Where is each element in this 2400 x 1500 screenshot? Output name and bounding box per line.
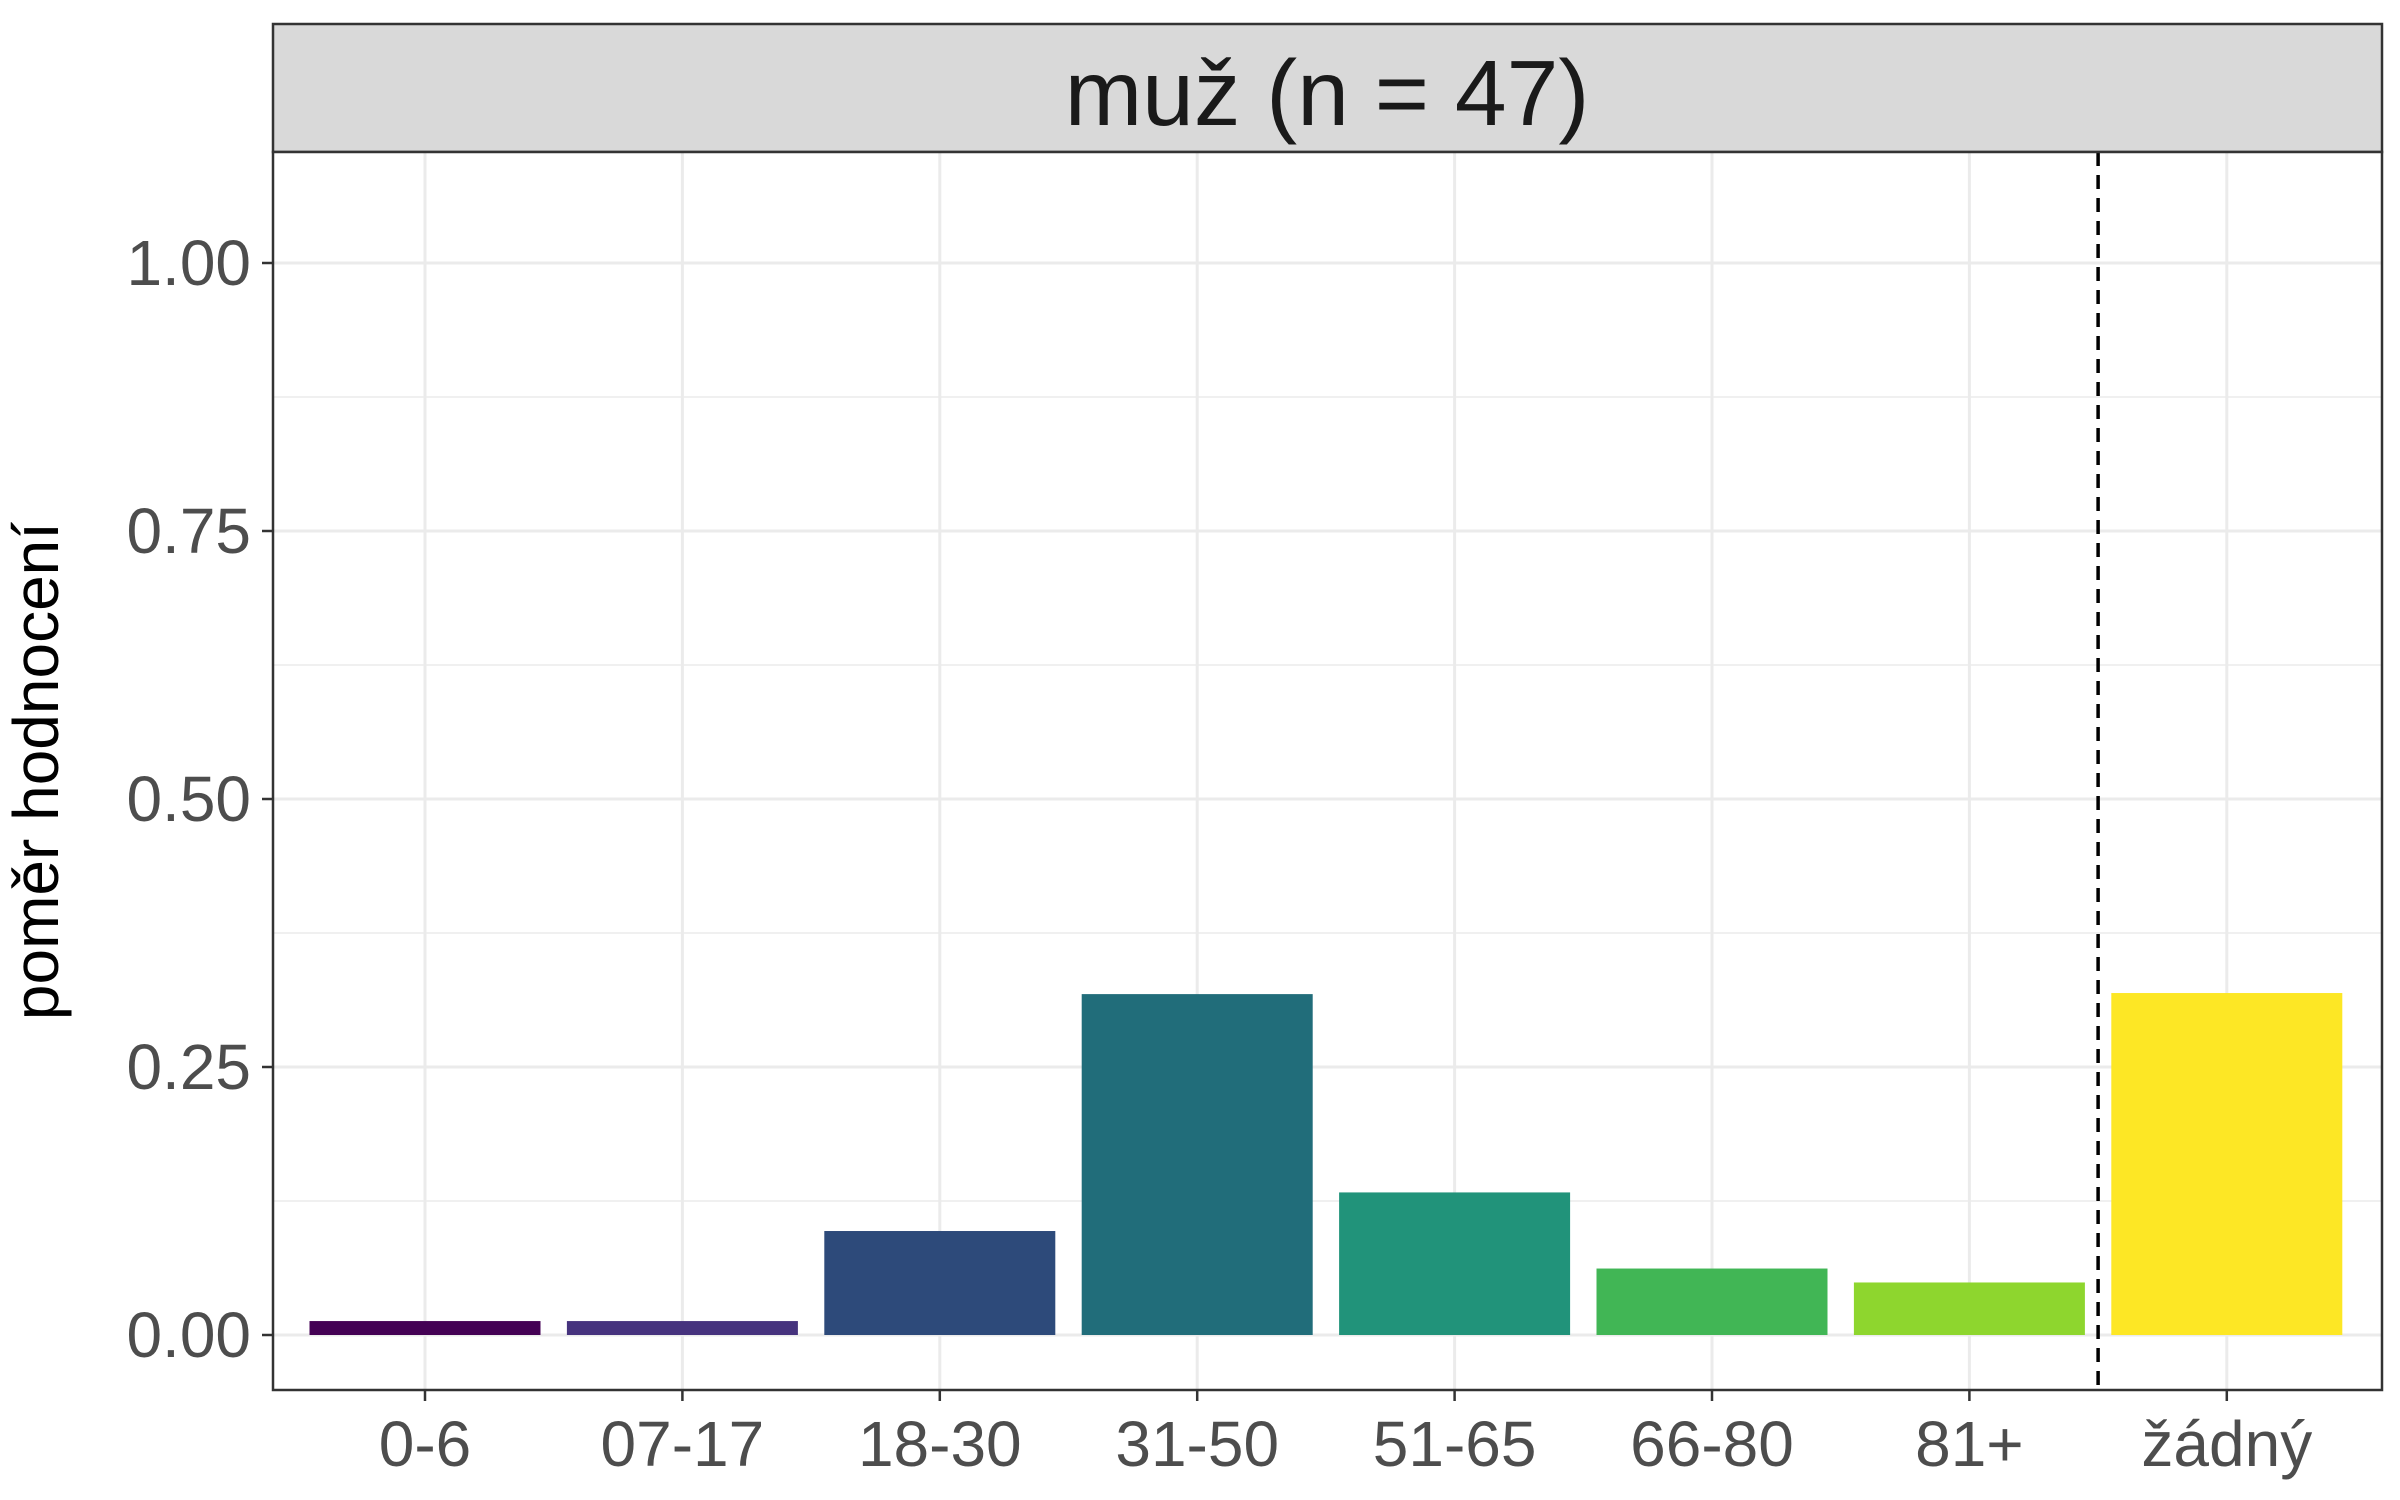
x-tick-label: 18-30 bbox=[858, 1408, 1022, 1480]
y-tick-label: 0.25 bbox=[126, 1031, 251, 1103]
grid-major bbox=[273, 152, 2382, 1390]
bar-0-6 bbox=[309, 1321, 541, 1335]
y-tick-label: 1.00 bbox=[126, 227, 251, 299]
x-tick-label: 31-50 bbox=[1115, 1408, 1279, 1480]
plot-panel bbox=[273, 152, 2382, 1390]
facet-strip bbox=[271, 22, 2384, 154]
bar-31-50 bbox=[1081, 994, 1313, 1335]
bar-51-65 bbox=[1339, 1192, 1571, 1335]
facet-title: muž (n = 47) bbox=[1065, 41, 1590, 145]
y-axis: 0.00 0.25 0.50 0.75 1.00 bbox=[126, 227, 273, 1371]
y-tick-label: 0.75 bbox=[126, 495, 251, 567]
y-tick-label: 0.00 bbox=[126, 1299, 251, 1371]
x-tick-label: 66-80 bbox=[1630, 1408, 1794, 1480]
bar-07-17 bbox=[566, 1321, 798, 1335]
bar-66-80 bbox=[1596, 1268, 1828, 1335]
x-tick-label: 81+ bbox=[1915, 1408, 2024, 1480]
bars bbox=[309, 993, 2343, 1335]
bar-81+ bbox=[1853, 1282, 2085, 1335]
y-axis-title: poměr hodnocení bbox=[0, 522, 72, 1020]
bar-18-30 bbox=[824, 1231, 1056, 1335]
x-tick-label: 07-17 bbox=[601, 1408, 765, 1480]
grid-minor bbox=[273, 396, 2382, 1202]
y-tick-label: 0.50 bbox=[126, 763, 251, 835]
x-tick-label: žádný bbox=[2141, 1408, 2312, 1480]
x-axis: 0-6 07-17 18-30 31-50 51-65 66-80 81+ žádný bbox=[379, 1390, 2312, 1480]
bar-žádný bbox=[2111, 993, 2343, 1335]
x-tick-label: 51-65 bbox=[1373, 1408, 1537, 1480]
x-tick-label: 0-6 bbox=[379, 1408, 472, 1480]
panel-border bbox=[271, 150, 2384, 1392]
